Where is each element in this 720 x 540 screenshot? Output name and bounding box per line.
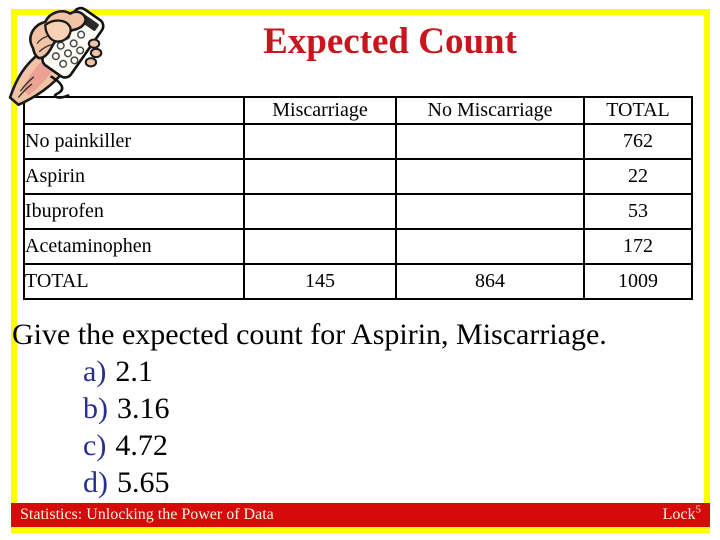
- row-label: No painkiller: [23, 123, 245, 160]
- option-value: 5.65: [117, 466, 170, 499]
- answer-option-c: c) 4.72: [83, 427, 607, 464]
- option-value: 3.16: [117, 392, 170, 425]
- footer-brand: Lock5: [662, 503, 702, 523]
- table-row: No painkiller 762: [23, 123, 693, 160]
- table-cell: 145: [243, 263, 397, 300]
- table-cell: 22: [583, 158, 693, 195]
- option-value: 2.1: [115, 355, 153, 388]
- table-cell: 864: [395, 263, 585, 300]
- table-cell: [243, 193, 397, 230]
- answer-option-b: b) 3.16: [83, 390, 607, 427]
- table-cell: 172: [583, 228, 693, 265]
- answer-option-d: d) 5.65: [83, 464, 607, 501]
- row-label: Ibuprofen: [23, 193, 245, 230]
- footer-bar: Statistics: Unlocking the Power of Data …: [11, 503, 710, 527]
- answer-options: a) 2.1 b) 3.16 c) 4.72 d) 5.65: [83, 353, 607, 501]
- table-cell: [243, 158, 397, 195]
- footer-book-title: Statistics: Unlocking the Power of Data: [20, 506, 274, 523]
- table-cell: [395, 123, 585, 160]
- table-header-no-miscarriage: No Miscarriage: [395, 96, 585, 125]
- table-cell: [243, 123, 397, 160]
- option-letter: d): [83, 466, 108, 499]
- table-header-empty: [23, 96, 245, 125]
- table-cell: 762: [583, 123, 693, 160]
- table-cell: 53: [583, 193, 693, 230]
- option-value: 4.72: [115, 429, 168, 462]
- option-letter: c): [83, 429, 107, 462]
- question-text: Give the expected count for Aspirin, Mis…: [12, 318, 607, 351]
- option-letter: b): [83, 392, 108, 425]
- slide-title: Expected Count: [263, 21, 517, 62]
- table-row: Aspirin 22: [23, 158, 693, 195]
- table-cell: [243, 228, 397, 265]
- table-cell: [395, 228, 585, 265]
- row-label: TOTAL: [23, 263, 245, 300]
- row-label: Aspirin: [23, 158, 245, 195]
- table-header-miscarriage: Miscarriage: [243, 96, 397, 125]
- table-header-row: Miscarriage No Miscarriage TOTAL: [23, 96, 693, 125]
- option-letter: a): [83, 355, 107, 388]
- slide-border-frame: [11, 9, 710, 533]
- table-cell: 1009: [583, 263, 693, 300]
- table-header-total: TOTAL: [583, 96, 693, 125]
- hand-clicker-icon: [8, 6, 105, 106]
- expected-count-table: Miscarriage No Miscarriage TOTAL No pain…: [23, 96, 693, 300]
- footer-brand-superscript: 5: [695, 503, 702, 516]
- question-block: Give the expected count for Aspirin, Mis…: [12, 316, 607, 501]
- answer-option-a: a) 2.1: [83, 353, 607, 390]
- row-label: Acetaminophen: [23, 228, 245, 265]
- table-row: Acetaminophen 172: [23, 228, 693, 265]
- table-cell: [395, 193, 585, 230]
- table-row: Ibuprofen 53: [23, 193, 693, 230]
- table-total-row: TOTAL 145 864 1009: [23, 263, 693, 300]
- table-cell: [395, 158, 585, 195]
